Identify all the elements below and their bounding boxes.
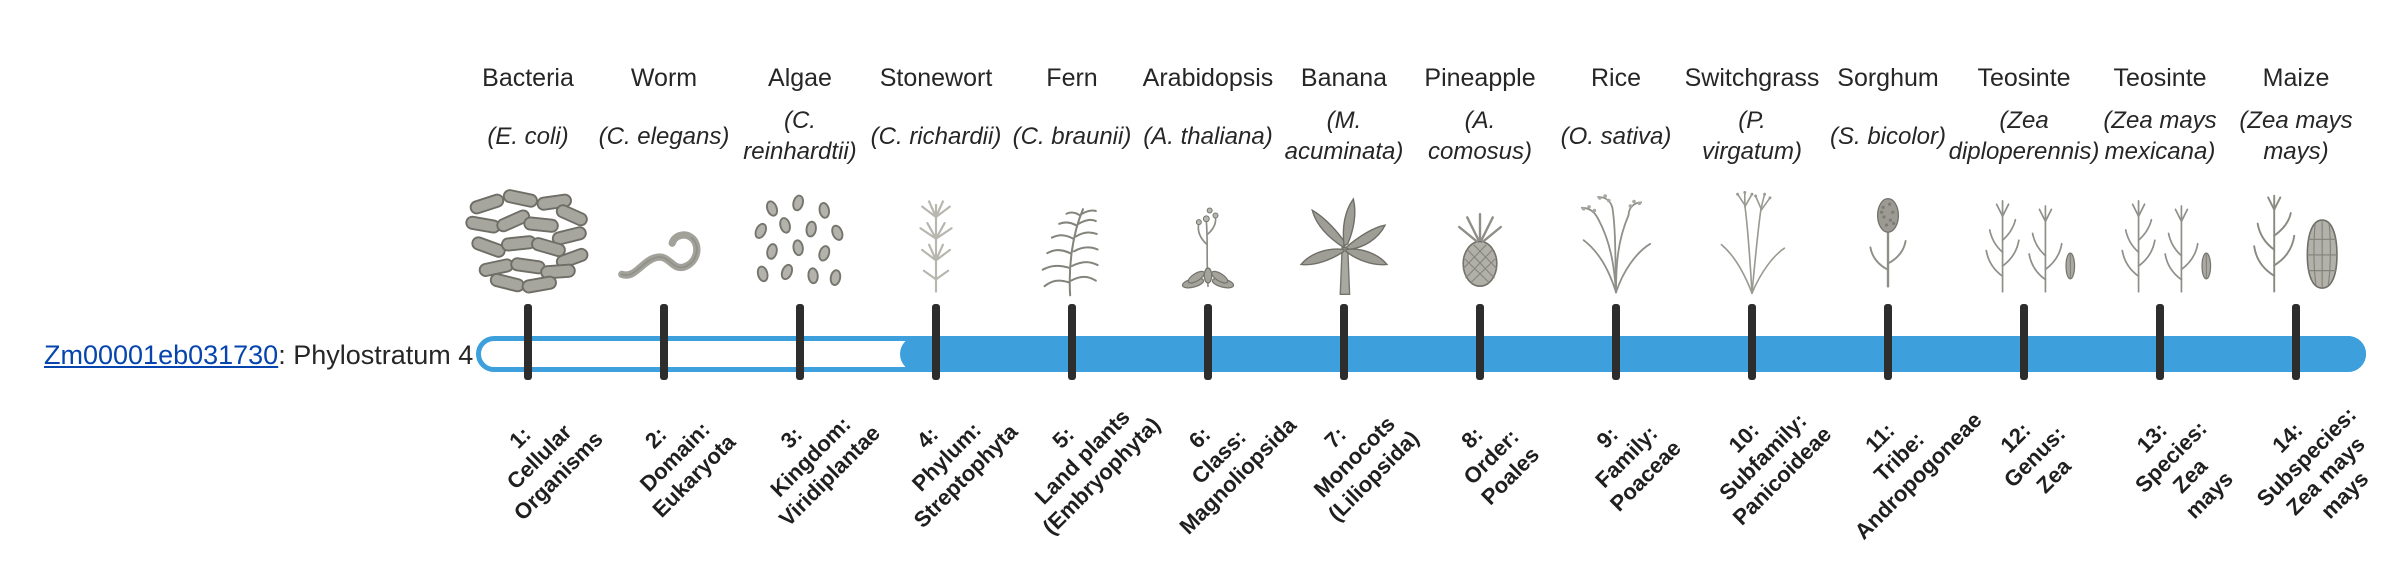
species-scientific-name: (O. sativa) <box>1560 122 1672 150</box>
species-common-name: Pineapple <box>1424 64 1536 92</box>
species-column: Bacteria (E. coli) <box>438 64 618 300</box>
teosinte-illustration <box>1934 172 2114 300</box>
species-column: Maize (Zea mays mays) <box>2206 64 2386 300</box>
gene-label: Zm00001eb031730: Phylostratum 4 <box>44 338 473 372</box>
species-column: Algae (C. reinhardtii) <box>710 64 890 300</box>
species-common-name: Bacteria <box>482 64 574 92</box>
species-column: Fern (C. braunii) <box>982 64 1162 300</box>
species-common-name: Algae <box>768 64 832 92</box>
species-common-name: Teosinte <box>2113 64 2207 92</box>
species-scientific-name: (P. virgatum) <box>1701 107 1803 165</box>
phylostratum-bar-fill <box>900 336 2366 372</box>
species-common-name: Maize <box>2262 64 2330 92</box>
species-column: Teosinte (Zea diploperennis) <box>1934 64 2114 300</box>
species-scientific-name: (Zea mays mays) <box>2239 107 2353 165</box>
switchgrass-illustration <box>1662 172 1842 300</box>
species-scientific-name: (A. comosus) <box>1427 107 1533 165</box>
species-common-name: Arabidopsis <box>1142 64 1274 92</box>
species-common-name: Sorghum <box>1837 64 1939 92</box>
species-scientific-name: (S. bicolor) <box>1829 122 1947 150</box>
species-scientific-name: (M. acuminata) <box>1284 107 1404 165</box>
species-scientific-name: (A. thaliana) <box>1143 122 1273 150</box>
species-column: Worm (C. elegans) <box>574 64 754 300</box>
stratum-tick <box>1884 304 1892 380</box>
stratum-label: 14: Subspecies: Zea mays mays <box>2168 402 2388 536</box>
stratum-tick <box>1068 304 1076 380</box>
species-scientific-name: (Zea diploperennis) <box>1948 107 2100 165</box>
stratum-tick <box>1612 304 1620 380</box>
species-common-name: Worm <box>630 64 698 92</box>
species-column: Stonewort (C. richardii) <box>846 64 1026 300</box>
teosinte-illustration <box>2070 172 2250 300</box>
species-scientific-name: (C. elegans) <box>598 122 730 150</box>
stratum-tick <box>1476 304 1484 380</box>
species-scientific-name: (C. braunii) <box>1012 122 1132 150</box>
species-common-name: Banana <box>1300 64 1388 92</box>
fern-illustration <box>982 172 1162 300</box>
species-common-name: Rice <box>1590 64 1641 92</box>
stratum-tick <box>660 304 668 380</box>
stratum-tick <box>1204 304 1212 380</box>
pineapple-illustration <box>1390 172 1570 300</box>
species-column: Rice (O. sativa) <box>1526 64 1706 300</box>
bacteria-illustration <box>438 172 618 300</box>
worm-illustration <box>574 172 754 300</box>
species-common-name: Switchgrass <box>1684 64 1820 92</box>
stratum-tick <box>1748 304 1756 380</box>
stratum-label-text: 14: Subspecies: Zea mays mays <box>2251 401 2374 524</box>
stratum-tick <box>2020 304 2028 380</box>
maize-illustration <box>2206 172 2386 300</box>
gene-phylostratum-text: : Phylostratum 4 <box>278 340 474 370</box>
rice-illustration <box>1526 172 1706 300</box>
stratum-tick <box>932 304 940 380</box>
algae-illustration <box>710 172 890 300</box>
stratum-tick <box>1340 304 1348 380</box>
species-scientific-name: (C. reinhardtii) <box>743 107 857 165</box>
species-scientific-name: (E. coli) <box>487 122 569 150</box>
species-common-name: Fern <box>1046 64 1098 92</box>
species-column: Teosinte (Zea mays mexicana) <box>2070 64 2250 300</box>
species-common-name: Stonewort <box>879 64 993 92</box>
stonewort-illustration <box>846 172 1026 300</box>
stratum-tick <box>524 304 532 380</box>
banana-illustration <box>1254 172 1434 300</box>
species-scientific-name: (Zea mays mexicana) <box>2103 107 2217 165</box>
gene-id-link[interactable]: Zm00001eb031730 <box>44 340 279 370</box>
stratum-tick <box>2292 304 2300 380</box>
species-column: Arabidopsis (A. thaliana) <box>1118 64 1298 300</box>
species-column: Sorghum (S. bicolor) <box>1798 64 1978 300</box>
species-column: Pineapple (A. comosus) <box>1390 64 1570 300</box>
species-common-name: Teosinte <box>1977 64 2071 92</box>
species-scientific-name: (C. richardii) <box>870 122 1002 150</box>
species-column: Banana (M. acuminata) <box>1254 64 1434 300</box>
stratum-tick <box>2156 304 2164 380</box>
arabidopsis-illustration <box>1118 172 1298 300</box>
stratum-tick <box>796 304 804 380</box>
species-column: Switchgrass (P. virgatum) <box>1662 64 1842 300</box>
sorghum-illustration <box>1798 172 1978 300</box>
